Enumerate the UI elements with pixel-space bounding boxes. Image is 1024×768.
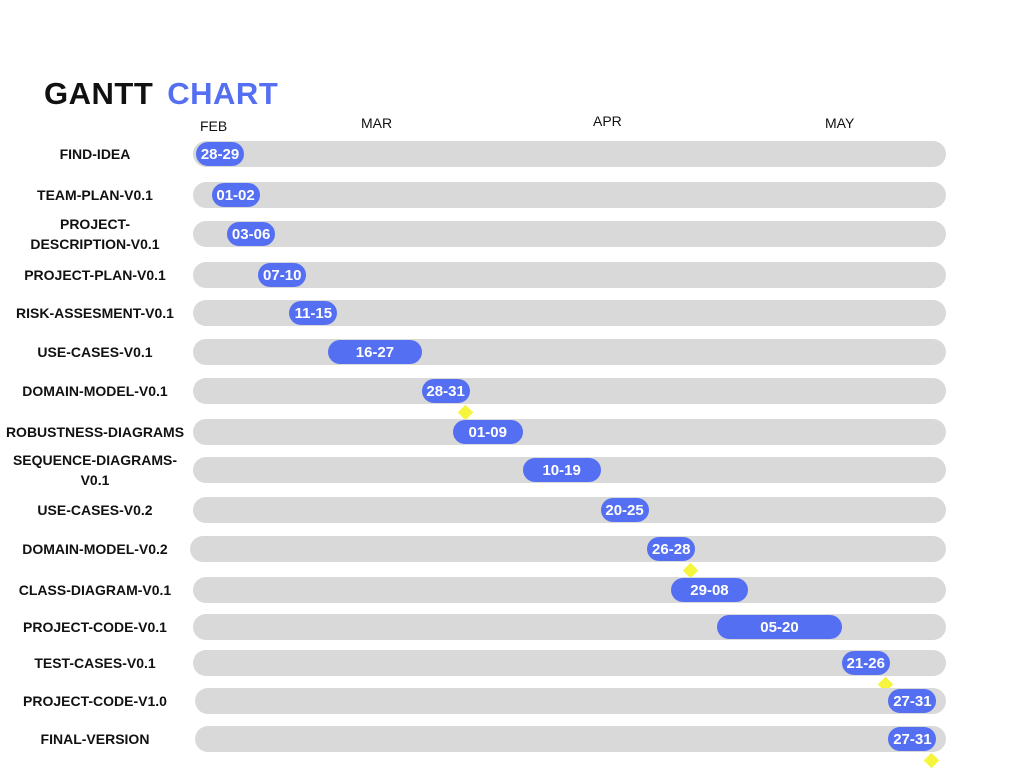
task-label: USE-CASES-V0.2: [37, 502, 153, 518]
milestone-marker: [457, 404, 473, 421]
task-label: FIND-IDEA: [59, 146, 131, 162]
task-label: SEQUENCE-DIAGRAMS- V0.1: [12, 452, 178, 488]
task-track: [193, 378, 946, 404]
task-bar: 26-28: [647, 537, 696, 561]
task-track: [193, 577, 946, 603]
task-bar: 03-06: [227, 222, 276, 246]
task-label: TEAM-PLAN-V0.1: [37, 187, 153, 203]
task-track: [193, 497, 946, 523]
task-label: TEST-CASES-V0.1: [34, 655, 156, 671]
task-bar: 07-10: [258, 263, 307, 287]
chart-title-word-2: CHART: [167, 76, 279, 111]
task-track: [193, 650, 946, 676]
task-track: [193, 262, 946, 288]
task-label: RISK-ASSESMENT-V0.1: [16, 305, 174, 321]
task-bar: 11-15: [289, 301, 338, 325]
chart-title: GANTT CHART: [44, 76, 278, 112]
task-track: [193, 221, 946, 247]
task-label: CLASS-DIAGRAM-V0.1: [18, 582, 172, 598]
milestone-marker: [924, 752, 940, 768]
task-bar: 21-26: [841, 651, 890, 675]
task-bar: 16-27: [328, 340, 422, 364]
task-label: PROJECT-CODE-V1.0: [23, 693, 167, 709]
task-track: [190, 536, 946, 562]
task-track: [195, 688, 946, 714]
month-label-feb: FEB: [200, 118, 228, 134]
task-label: DOMAIN-MODEL-V0.2: [22, 541, 168, 557]
task-label: PROJECT- DESCRIPTION-V0.1: [30, 216, 160, 252]
task-bar: 28-29: [196, 142, 244, 166]
task-label: PROJECT-PLAN-V0.1: [24, 267, 166, 283]
task-bar: 01-02: [211, 183, 260, 207]
chart-title-word-1: GANTT: [44, 76, 154, 111]
task-bar: 10-19: [522, 458, 601, 482]
task-label: DOMAIN-MODEL-V0.1: [22, 383, 168, 399]
month-label-may: MAY: [825, 115, 855, 131]
task-bar: 01-09: [452, 420, 523, 444]
task-track: [193, 141, 946, 167]
task-track: [195, 726, 946, 752]
task-track: [193, 419, 946, 445]
task-bar: 28-31: [421, 379, 470, 403]
task-label: PROJECT-CODE-V0.1: [23, 619, 167, 635]
task-label: FINAL-VERSION: [40, 731, 150, 747]
task-bar: 27-31: [888, 689, 937, 713]
task-track: [193, 339, 946, 365]
task-label: USE-CASES-V0.1: [37, 344, 153, 360]
milestone-marker: [682, 562, 699, 579]
task-track: [193, 182, 946, 208]
task-label: ROBUSTNESS-DIAGRAMS: [5, 424, 185, 440]
task-bar: 20-25: [600, 498, 649, 522]
task-bar: 29-08: [670, 578, 749, 602]
month-label-apr: APR: [593, 113, 622, 129]
task-bar: 05-20: [717, 615, 842, 639]
month-label-mar: MAR: [361, 115, 393, 131]
task-bar: 27-31: [888, 727, 937, 751]
